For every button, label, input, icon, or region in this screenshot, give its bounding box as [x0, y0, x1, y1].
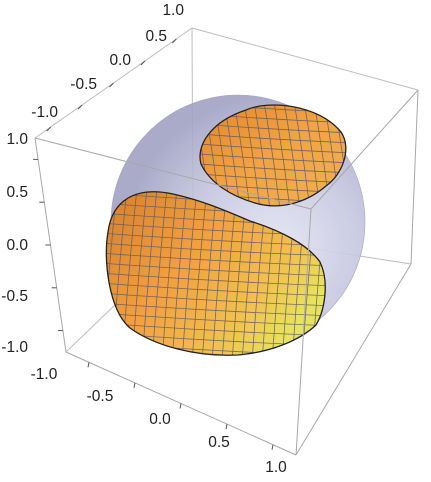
mesh-line — [319, 105, 343, 206]
mesh-line — [239, 105, 263, 206]
axis-tick — [87, 362, 90, 368]
mesh-line — [249, 105, 273, 206]
mesh-line — [200, 159, 346, 175]
mesh-line — [200, 119, 346, 135]
mesh-line — [106, 269, 326, 288]
mesh-line — [210, 191, 231, 356]
axis-ticks-back-top — [46, 38, 177, 132]
mesh-line — [200, 179, 346, 195]
tick-label-top-1: 1.0 — [162, 2, 184, 19]
mesh-line — [150, 80, 380, 94]
mesh-line — [106, 339, 326, 356]
axis-tick — [140, 60, 146, 66]
mesh-line — [269, 105, 293, 206]
axis-tick — [271, 444, 274, 450]
tick-label-top-2: 0.5 — [145, 28, 167, 45]
mesh-line — [106, 289, 326, 308]
mesh-line — [380, 80, 402, 230]
mesh-line — [200, 149, 346, 165]
mesh-line — [71, 160, 90, 380]
mesh-line — [106, 259, 326, 278]
tick-label-bottom-3: 0.0 — [149, 411, 171, 428]
tick-labels-bottom: -1.0 -0.5 0.0 0.5 1.0 — [31, 366, 288, 476]
mesh-line — [200, 169, 346, 185]
tick-label-bottom-4: 0.5 — [208, 434, 230, 451]
mesh-line — [229, 105, 253, 206]
axis-tick — [133, 382, 136, 388]
axis-tick — [46, 126, 52, 132]
mesh-line — [200, 105, 346, 115]
mesh-line — [230, 191, 251, 356]
surface-upper-mesh — [150, 80, 402, 230]
tick-label-bottom-2: -0.5 — [87, 388, 114, 405]
mesh-line — [81, 160, 100, 380]
tick-label-top-5: -1.0 — [31, 104, 58, 121]
tick-label-left-4: -0.5 — [1, 288, 28, 305]
tick-label-bottom-1: -1.0 — [31, 366, 58, 383]
mesh-line — [61, 160, 80, 380]
mesh-line — [240, 191, 261, 356]
axis-tick — [179, 403, 182, 409]
mesh-line — [60, 370, 360, 387]
mesh-line — [200, 109, 346, 125]
mesh-line — [219, 105, 243, 206]
axis-ticks-left-vertical — [33, 158, 63, 332]
mesh-line — [200, 129, 346, 145]
mesh-line — [106, 191, 121, 356]
surface-upper — [150, 80, 402, 230]
axis-ticks-front-bottom — [87, 362, 274, 450]
tick-label-left-1: 1.0 — [6, 131, 28, 148]
mesh-line — [279, 105, 303, 206]
tick-labels-top: 1.0 0.5 0.0 -0.5 -1.0 — [31, 2, 184, 121]
mesh-line — [309, 105, 333, 206]
axis-tick — [77, 104, 83, 110]
tick-label-top-4: -0.5 — [70, 76, 97, 93]
tick-label-left-3: 0.0 — [6, 237, 28, 254]
axis-tick — [109, 82, 114, 88]
mesh-line — [299, 105, 323, 206]
tick-label-left-2: 0.5 — [6, 184, 28, 201]
mesh-line — [209, 105, 233, 206]
mesh-line — [60, 360, 360, 377]
axis-tick — [225, 424, 228, 430]
mesh-line — [106, 279, 326, 298]
mesh-line — [41, 160, 60, 380]
axis-tick — [171, 38, 177, 44]
tick-label-top-3: 0.0 — [109, 52, 131, 69]
mesh-line — [259, 105, 283, 206]
mesh-line — [370, 80, 392, 230]
tick-labels-left: 1.0 0.5 0.0 -0.5 -1.0 — [1, 131, 28, 356]
mesh-line — [200, 189, 346, 205]
mesh-line — [289, 105, 313, 206]
mesh-line — [220, 191, 241, 356]
mesh-line — [329, 105, 346, 206]
mesh-line — [200, 139, 346, 155]
mesh-line — [200, 105, 213, 206]
tick-label-left-5: -1.0 — [1, 339, 28, 356]
tick-label-bottom-5: 1.0 — [265, 459, 287, 476]
